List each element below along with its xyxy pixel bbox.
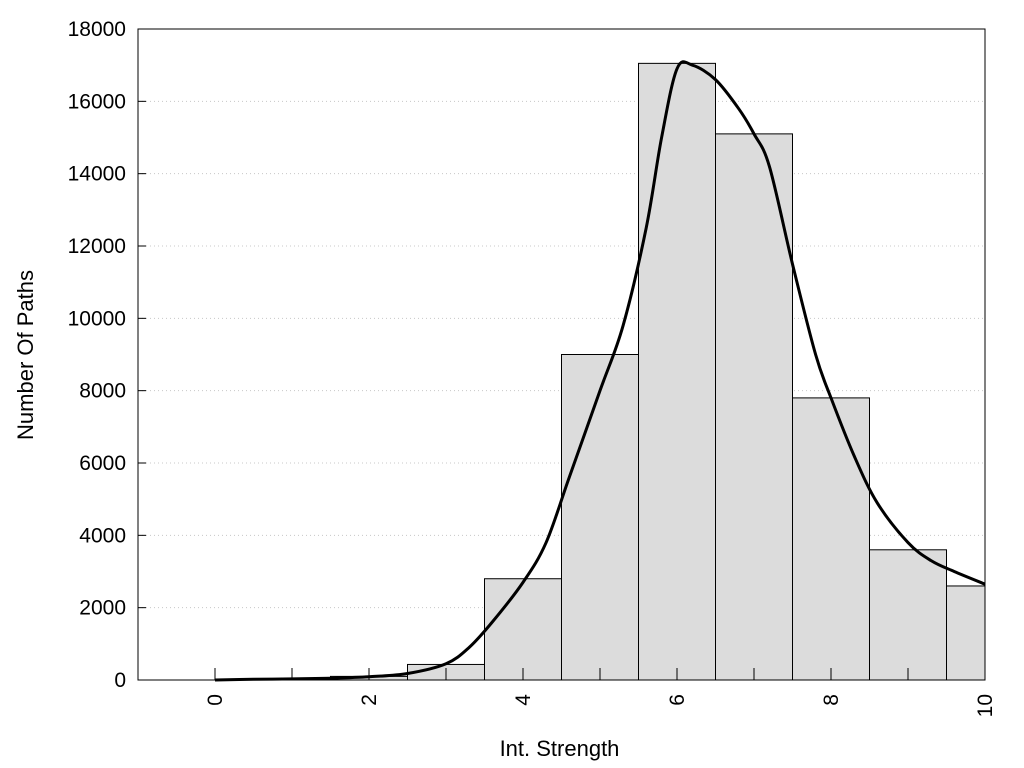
histogram-bar [946,585,986,681]
y-tick-label: 10000 [68,307,126,330]
bars [253,62,986,681]
y-tick-label: 6000 [79,452,126,475]
y-axis-ticks: 0 2000 4000 6000 8000 10000 12000 14000 16000 180… [68,18,146,692]
density-curve [214,60,986,682]
y-tick-label: 16000 [68,90,126,113]
histogram-bar [484,578,562,681]
y-tick-label: 0 [114,669,126,692]
histogram-bar [638,62,716,681]
x-tick-label: 0 [204,694,227,706]
y-tick-label: 8000 [79,380,126,403]
x-tick-label: 4 [512,694,535,706]
plot-frame [137,28,986,681]
x-axis-title: Int. Strength [500,736,620,761]
x-tick-label: 6 [666,694,689,706]
x-tick-label: 2 [358,694,381,706]
histogram-bar [792,397,870,681]
y-tick-label: 14000 [68,163,126,186]
histogram-bar [869,549,947,681]
y-tick-label: 4000 [79,524,126,547]
y-tick-label: 2000 [79,597,126,620]
histogram-bar [561,354,639,681]
x-tick-label: 8 [820,694,843,706]
x-axis-ticks: 0 2 4 6 8 10 [204,668,997,717]
density-curve-line [214,60,986,682]
y-axis-title: Number Of Paths [13,270,38,440]
x-tick-label: 10 [974,694,997,717]
y-tick-label: 18000 [68,18,126,41]
y-tick-label: 12000 [68,235,126,258]
